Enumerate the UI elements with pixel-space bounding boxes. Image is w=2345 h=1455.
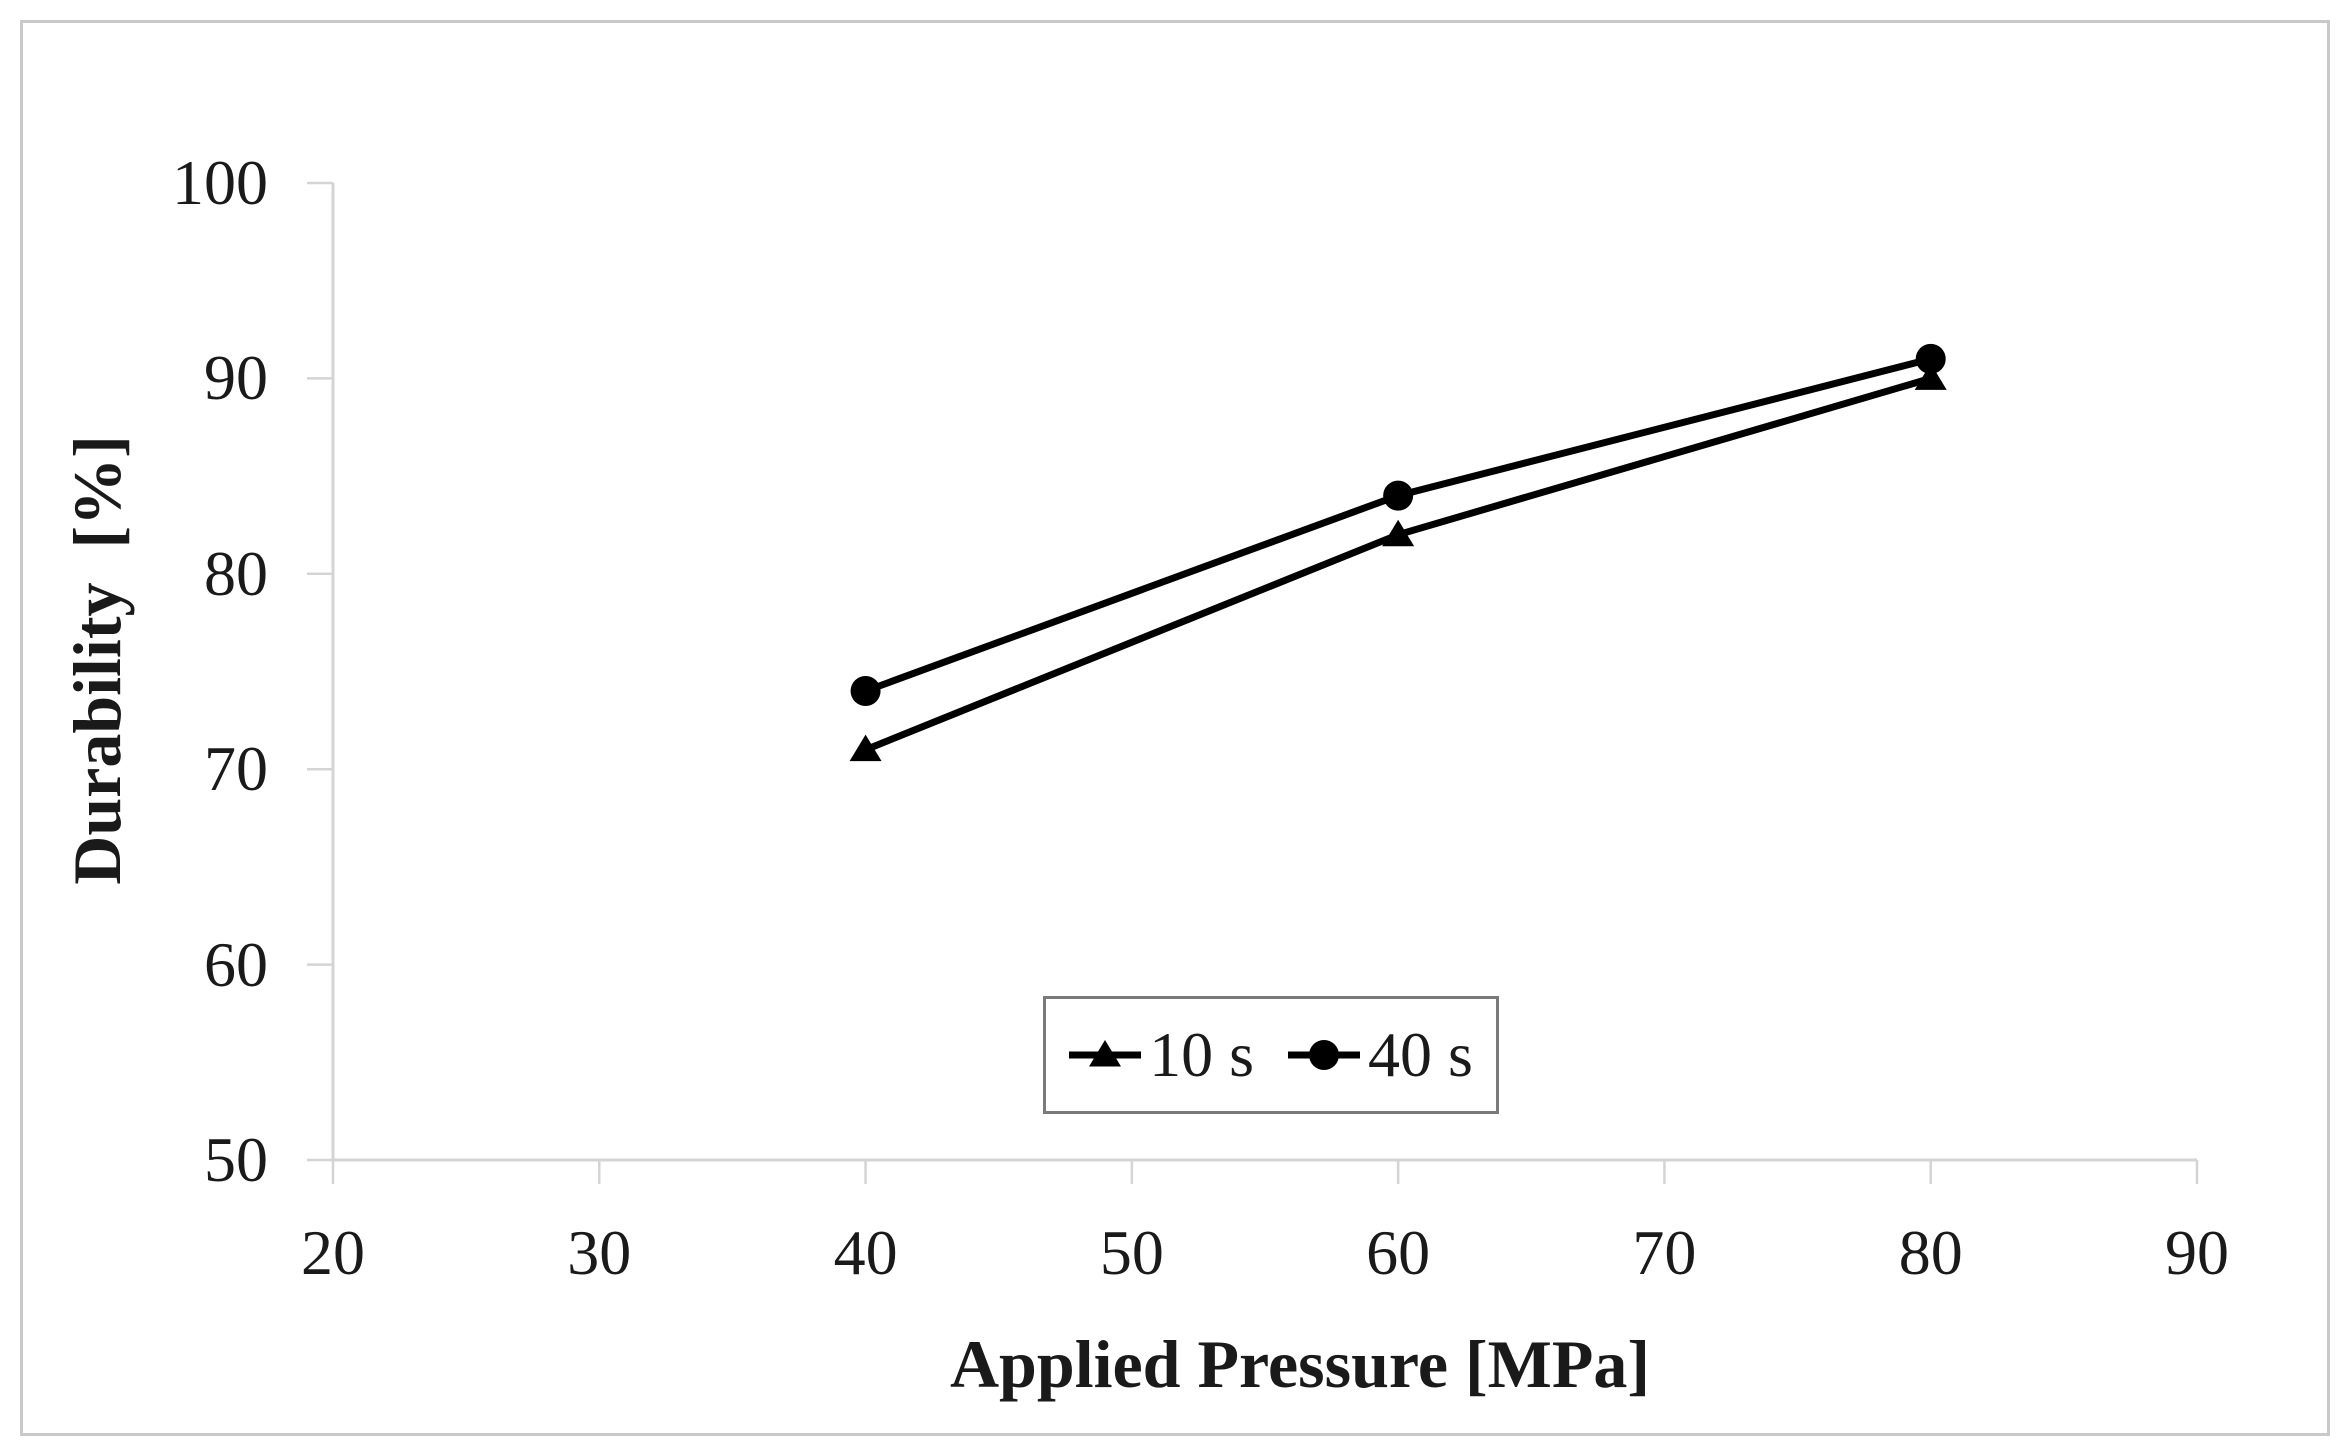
x-tick-label: 90 <box>2165 1217 2229 1288</box>
legend-label: 40 s <box>1368 1019 1473 1090</box>
legend-label: 10 s <box>1149 1019 1254 1090</box>
x-tick-label: 50 <box>1099 1217 1164 1288</box>
legend: 10 s 40 s <box>1043 996 1499 1114</box>
axes <box>307 181 2199 1184</box>
x-tick-label: 20 <box>301 1217 365 1288</box>
triangle-marker-icon <box>1069 1040 1142 1067</box>
x-tick-label: 30 <box>567 1217 632 1288</box>
series-40s <box>850 343 1946 707</box>
y-tick-label: 100 <box>172 147 268 218</box>
series-10s <box>849 363 1947 762</box>
x-tick-label: 70 <box>1632 1217 1697 1288</box>
legend-item-40s: 40 s <box>1288 1023 1473 1087</box>
circle-marker-icon <box>1288 1040 1360 1070</box>
x-tick-label: 40 <box>833 1217 898 1288</box>
y-tick-label: 70 <box>204 733 268 805</box>
y-tick-label: 60 <box>204 928 268 1000</box>
x-axis-title: Applied Pressure [MPa] <box>949 1326 1651 1402</box>
y-tick-label: 80 <box>204 537 268 609</box>
y-tick-label: 50 <box>204 1124 268 1195</box>
y-tick-label: 90 <box>204 342 268 414</box>
legend-item-10s: 10 s <box>1069 1023 1254 1087</box>
x-tick-label: 60 <box>1366 1217 1431 1288</box>
y-axis-title: Durability [%] <box>59 435 135 885</box>
x-tick-label: 80 <box>1898 1217 1963 1288</box>
